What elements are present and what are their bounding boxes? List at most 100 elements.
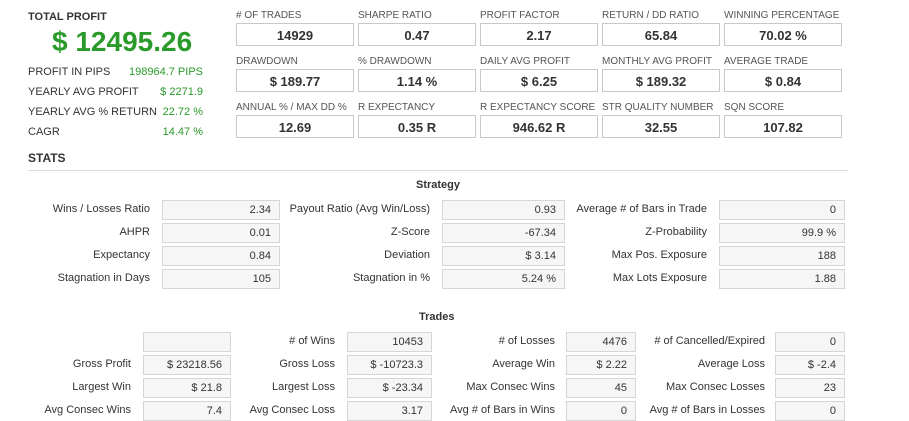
metric-value: $ 189.32 bbox=[602, 69, 720, 92]
strategy-label: Deviation bbox=[384, 249, 430, 261]
strategy-value: 0.01 bbox=[162, 223, 280, 243]
metric-label: MONTHLY AVG PROFIT bbox=[602, 56, 713, 67]
trades-value bbox=[143, 332, 231, 352]
metric-percent-drawdown: % DRAWDOWN 1.14 % bbox=[358, 56, 476, 92]
metric-winning-percentage: WINNING PERCENTAGE 70.02 % bbox=[724, 10, 842, 46]
metric-value: $ 0.84 bbox=[724, 69, 842, 92]
metric-return-dd-ratio: RETURN / DD RATIO 65.84 bbox=[602, 10, 720, 46]
trades-value: 0 bbox=[566, 401, 636, 421]
metric-label: R EXPECTANCY bbox=[358, 102, 436, 113]
summary-row-cagr: CAGR 14.47 % bbox=[28, 126, 203, 144]
metric-label: WINNING PERCENTAGE bbox=[724, 10, 840, 21]
metric-label: R EXPECTANCY SCORE bbox=[480, 102, 596, 113]
strategy-label: Expectancy bbox=[93, 249, 150, 261]
strategy-label: Z-Score bbox=[390, 226, 430, 238]
metric-value: 12.69 bbox=[236, 115, 354, 138]
metric-value: 1.14 % bbox=[358, 69, 476, 92]
metric-value: 946.62 R bbox=[480, 115, 598, 138]
metric-str-quality-number: STR QUALITY NUMBER 32.55 bbox=[602, 102, 720, 138]
trades-value: 3.17 bbox=[347, 401, 432, 421]
trades-value: $ 21.8 bbox=[143, 378, 231, 398]
strategy-label: Average # of Bars in Trade bbox=[576, 203, 707, 215]
strategy-value: 188 bbox=[719, 246, 845, 266]
stats-heading: STATS bbox=[28, 151, 66, 165]
metric-label: ANNUAL % / MAX DD % bbox=[236, 102, 347, 113]
trades-label: Max Consec Losses bbox=[665, 381, 765, 393]
strategy-label: Payout Ratio (Avg Win/Loss) bbox=[289, 203, 430, 215]
metric-average-trade: AVERAGE TRADE $ 0.84 bbox=[724, 56, 842, 92]
metric-profit-factor: PROFIT FACTOR 2.17 bbox=[480, 10, 598, 46]
metric-label: SHARPE RATIO bbox=[358, 10, 432, 21]
strategy-value: 1.88 bbox=[719, 269, 845, 289]
trades-value: 0 bbox=[775, 401, 845, 421]
metric-value: 70.02 % bbox=[724, 23, 842, 46]
metric-value: 65.84 bbox=[602, 23, 720, 46]
trades-label: # of Losses bbox=[498, 335, 555, 347]
trades-label: # of Wins bbox=[289, 335, 335, 347]
metric-label: DAILY AVG PROFIT bbox=[480, 56, 571, 67]
trades-label: Avg # of Bars in Wins bbox=[450, 404, 555, 416]
metric-label: DRAWDOWN bbox=[236, 56, 298, 67]
trades-label: # of Cancelled/Expired bbox=[654, 335, 765, 347]
metric-value: $ 6.25 bbox=[480, 69, 598, 92]
metric-sqn-score: SQN SCORE 107.82 bbox=[724, 102, 842, 138]
trades-value: 45 bbox=[566, 378, 636, 398]
strategy-value: 2.34 bbox=[162, 200, 280, 220]
trades-label: Avg Consec Wins bbox=[44, 404, 131, 416]
metric-label: AVERAGE TRADE bbox=[724, 56, 809, 67]
metric-r-expectancy-score: R EXPECTANCY SCORE 946.62 R bbox=[480, 102, 598, 138]
metric-value: 2.17 bbox=[480, 23, 598, 46]
summary-label: YEARLY AVG PROFIT bbox=[28, 86, 139, 98]
strategy-value: 105 bbox=[162, 269, 280, 289]
metric-r-expectancy: R EXPECTANCY 0.35 R bbox=[358, 102, 476, 138]
trades-label: Avg # of Bars in Losses bbox=[649, 404, 765, 416]
metric-sharpe-ratio: SHARPE RATIO 0.47 bbox=[358, 10, 476, 46]
trades-value: $ -10723.3 bbox=[347, 355, 432, 375]
trades-value: 10453 bbox=[347, 332, 432, 352]
trades-label: Average Loss bbox=[697, 358, 765, 370]
metric-annual-max-dd: ANNUAL % / MAX DD % 12.69 bbox=[236, 102, 354, 138]
metric-value: 0.35 R bbox=[358, 115, 476, 138]
metric-value: 14929 bbox=[236, 23, 354, 46]
metric-label: % DRAWDOWN bbox=[358, 56, 432, 67]
strategy-value: 99.9 % bbox=[719, 223, 845, 243]
strategy-label: Wins / Losses Ratio bbox=[52, 203, 150, 215]
strategy-label: AHPR bbox=[119, 226, 150, 238]
metric-value: 107.82 bbox=[724, 115, 842, 138]
summary-value: 22.72 % bbox=[162, 106, 203, 118]
strategy-label: Stagnation in % bbox=[352, 272, 430, 284]
trades-value: $ -2.4 bbox=[775, 355, 845, 375]
metric-label: SQN SCORE bbox=[724, 102, 785, 113]
metric-label: STR QUALITY NUMBER bbox=[602, 102, 714, 113]
summary-value: $ 2271.9 bbox=[160, 86, 203, 98]
strategy-value: 0.84 bbox=[162, 246, 280, 266]
trades-value: 4476 bbox=[566, 332, 636, 352]
metric-drawdown: DRAWDOWN $ 189.77 bbox=[236, 56, 354, 92]
strategy-title: Strategy bbox=[416, 179, 461, 191]
summary-label: YEARLY AVG % RETURN bbox=[28, 106, 157, 118]
metric-value: $ 189.77 bbox=[236, 69, 354, 92]
strategy-value: 5.24 % bbox=[442, 269, 565, 289]
metric-value: 32.55 bbox=[602, 115, 720, 138]
trades-label: Largest Loss bbox=[272, 381, 335, 393]
trades-label: Average Win bbox=[492, 358, 555, 370]
summary-value: 198964.7 PIPS bbox=[128, 66, 203, 78]
trades-label: Avg Consec Loss bbox=[249, 404, 335, 416]
trades-value: $ -23.34 bbox=[347, 378, 432, 398]
strategy-value: 0 bbox=[719, 200, 845, 220]
summary-label: PROFIT IN PIPS bbox=[28, 66, 111, 78]
trades-value: 7.4 bbox=[143, 401, 231, 421]
strategy-value: -67.34 bbox=[442, 223, 565, 243]
metric-label: PROFIT FACTOR bbox=[480, 10, 560, 21]
trades-value: $ 23218.56 bbox=[143, 355, 231, 375]
strategy-label: Max Pos. Exposure bbox=[611, 249, 707, 261]
trades-label: Max Consec Wins bbox=[466, 381, 555, 393]
total-profit-value: $ 12495.26 bbox=[52, 26, 193, 57]
summary-row-profit-pips: PROFIT IN PIPS 198964.7 PIPS bbox=[28, 66, 203, 84]
metric-monthly-avg-profit: MONTHLY AVG PROFIT $ 189.32 bbox=[602, 56, 720, 92]
trades-label: Gross Profit bbox=[72, 358, 131, 370]
metric-label: # OF TRADES bbox=[236, 10, 302, 21]
metric-label: RETURN / DD RATIO bbox=[602, 10, 700, 21]
strategy-value: $ 3.14 bbox=[442, 246, 565, 266]
total-profit-label: TOTAL PROFIT bbox=[28, 11, 107, 23]
